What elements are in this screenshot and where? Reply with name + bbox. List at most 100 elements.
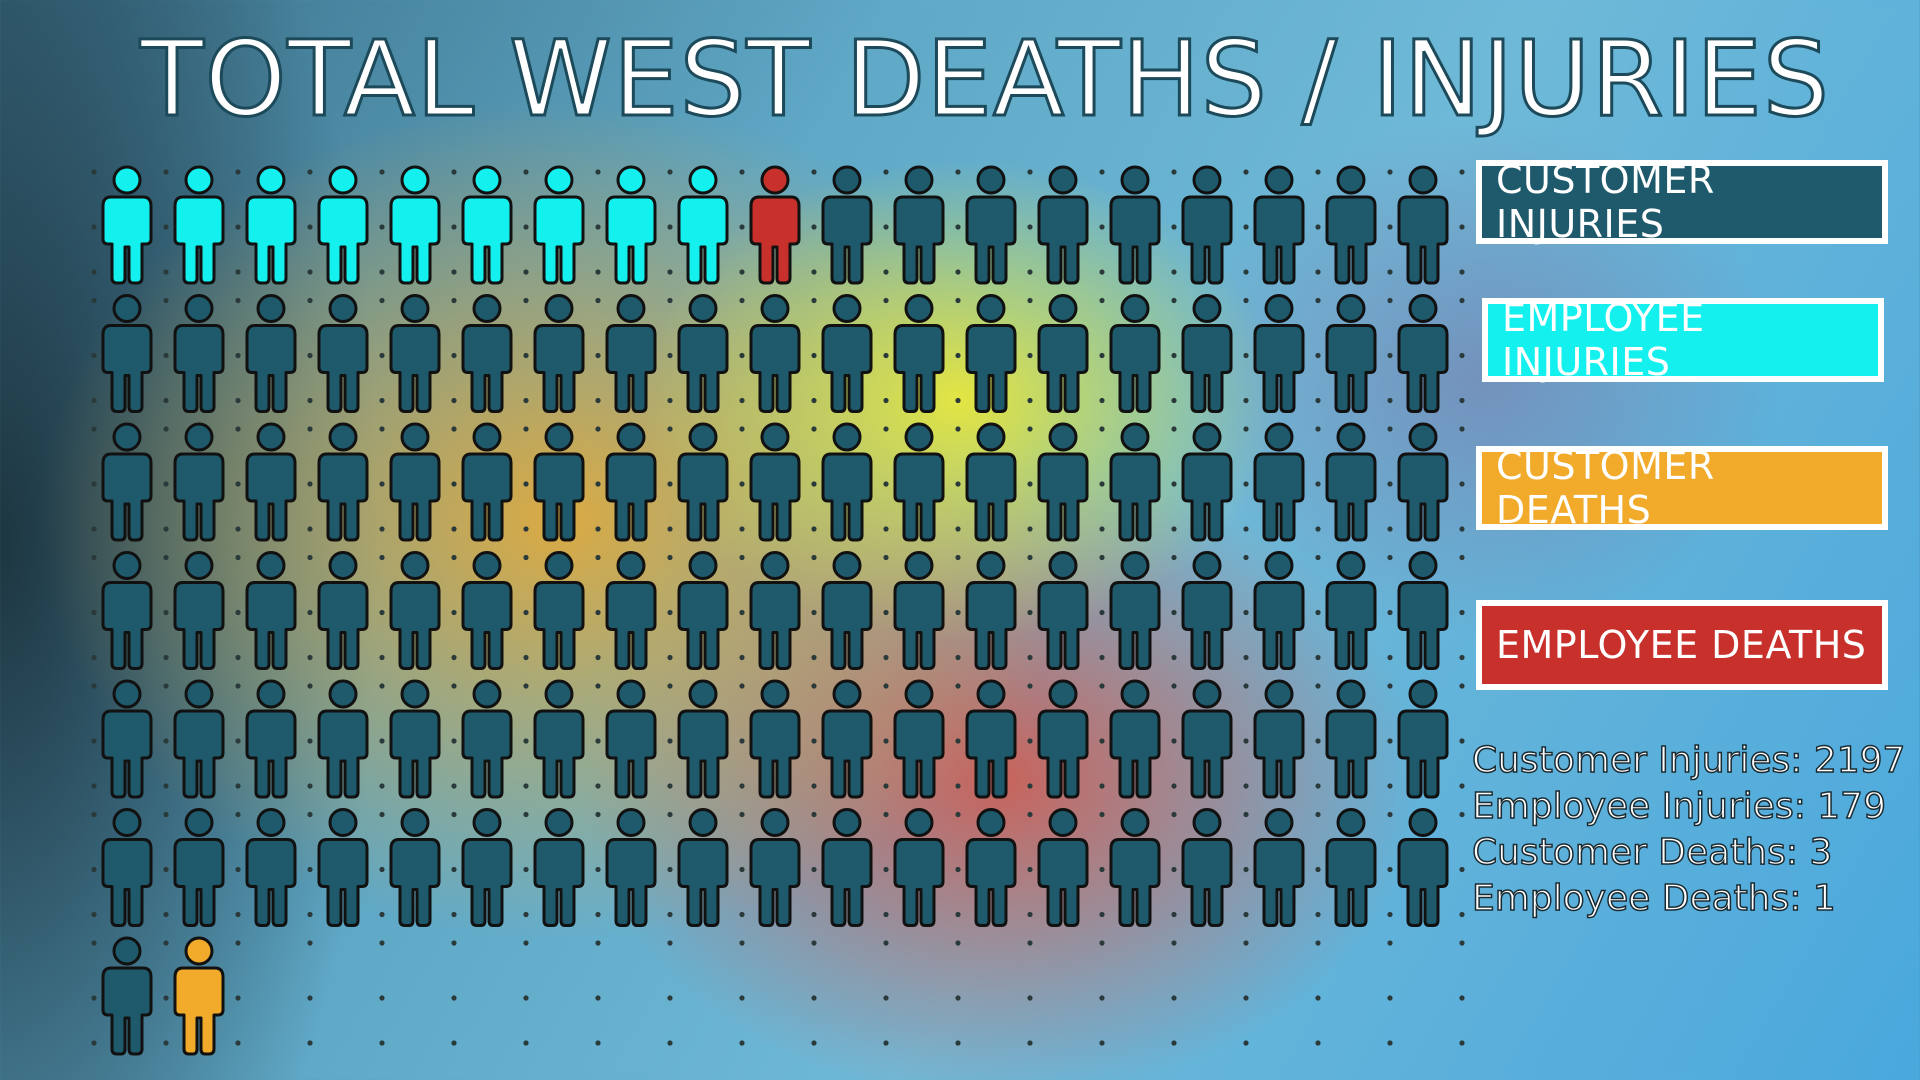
grid-dot	[379, 783, 385, 789]
grid-dot	[163, 1040, 169, 1046]
person-icon	[1397, 551, 1449, 670]
person-head	[1048, 422, 1078, 452]
grid-dot	[523, 1040, 529, 1046]
grid-dot	[307, 269, 313, 275]
grid-dot	[1171, 481, 1177, 487]
grid-dot	[811, 426, 817, 432]
grid-dot	[451, 1040, 457, 1046]
person-body	[1109, 709, 1161, 799]
person-head	[328, 679, 358, 709]
grid-dot	[235, 654, 241, 661]
person-body	[1253, 324, 1305, 413]
grid-dot	[955, 397, 961, 404]
grid-dot	[811, 224, 817, 230]
grid-dot	[667, 995, 673, 1001]
person-icon	[1037, 808, 1089, 927]
person-head	[760, 422, 790, 452]
grid-dot	[595, 911, 601, 918]
person-body	[749, 838, 801, 927]
grid-dot	[235, 738, 241, 744]
grid-dot	[1459, 911, 1465, 918]
person-body	[1253, 452, 1305, 542]
person-head	[328, 422, 358, 452]
grid-dot	[1315, 683, 1321, 689]
grid-dot	[235, 866, 241, 873]
grid-dot	[235, 940, 241, 946]
grid-dot	[307, 224, 313, 230]
stat-customer-deaths: Customer Deaths: 3	[1471, 831, 1833, 874]
grid-dot	[811, 683, 817, 689]
grid-dot	[91, 1040, 97, 1046]
grid-dot	[91, 554, 97, 561]
person-icon	[101, 808, 153, 927]
grid-dot	[379, 397, 385, 404]
person-head	[544, 551, 574, 580]
person-head	[112, 294, 142, 323]
person-head	[976, 422, 1006, 452]
person-head	[688, 294, 718, 323]
person-head	[688, 808, 718, 837]
person-body	[821, 709, 873, 799]
grid-dot	[163, 169, 169, 175]
person-icon	[893, 679, 945, 799]
person-icon	[1253, 808, 1305, 927]
person-body	[389, 452, 441, 542]
grid-dot	[955, 554, 961, 561]
grid-dot	[451, 224, 457, 230]
person-icon	[173, 165, 225, 285]
person-body	[173, 581, 225, 670]
person-head	[688, 551, 718, 580]
grid-dot	[307, 169, 313, 175]
grid-dot	[523, 352, 529, 359]
person-icon	[1109, 165, 1161, 285]
grid-dot	[451, 297, 457, 304]
grid-dot	[451, 609, 457, 616]
grid-dot	[595, 352, 601, 359]
person-icon	[965, 551, 1017, 670]
grid-dot	[1027, 554, 1033, 561]
grid-dot	[1099, 609, 1105, 616]
person-head	[1408, 679, 1438, 709]
grid-dot	[1171, 426, 1177, 432]
grid-dot	[955, 352, 961, 359]
person-body	[749, 581, 801, 670]
person-body	[1181, 195, 1233, 285]
grid-dot	[739, 297, 745, 304]
person-icon	[245, 165, 297, 285]
person-head	[1264, 422, 1294, 452]
person-head	[400, 422, 430, 452]
grid-dot	[235, 811, 241, 818]
person-head	[544, 808, 574, 837]
person-head	[832, 165, 862, 195]
person-head	[832, 294, 862, 323]
grid-dot	[955, 481, 961, 487]
person-head	[832, 808, 862, 837]
person-head	[472, 165, 502, 195]
grid-dot	[739, 554, 745, 561]
person-head	[328, 808, 358, 837]
grid-dot	[91, 526, 97, 532]
grid-dot	[667, 352, 673, 359]
person-head	[1264, 165, 1294, 195]
person-icon	[317, 422, 369, 542]
person-body	[317, 452, 369, 542]
grid-dot	[163, 940, 169, 946]
person-icon	[101, 294, 153, 413]
person-body	[1397, 581, 1449, 670]
grid-dot	[1315, 224, 1321, 230]
person-icon	[821, 551, 873, 670]
person-head	[904, 551, 934, 580]
person-body	[605, 838, 657, 927]
grid-dot	[235, 352, 241, 359]
grid-dot	[667, 940, 673, 946]
person-body	[101, 966, 153, 1056]
person-head	[832, 551, 862, 580]
grid-dot	[1027, 526, 1033, 532]
person-body	[317, 709, 369, 799]
grid-dot	[1387, 1040, 1393, 1046]
grid-dot	[739, 738, 745, 744]
person-head	[544, 165, 574, 195]
person-body	[677, 581, 729, 670]
grid-dot	[307, 481, 313, 487]
person-icon	[317, 294, 369, 413]
